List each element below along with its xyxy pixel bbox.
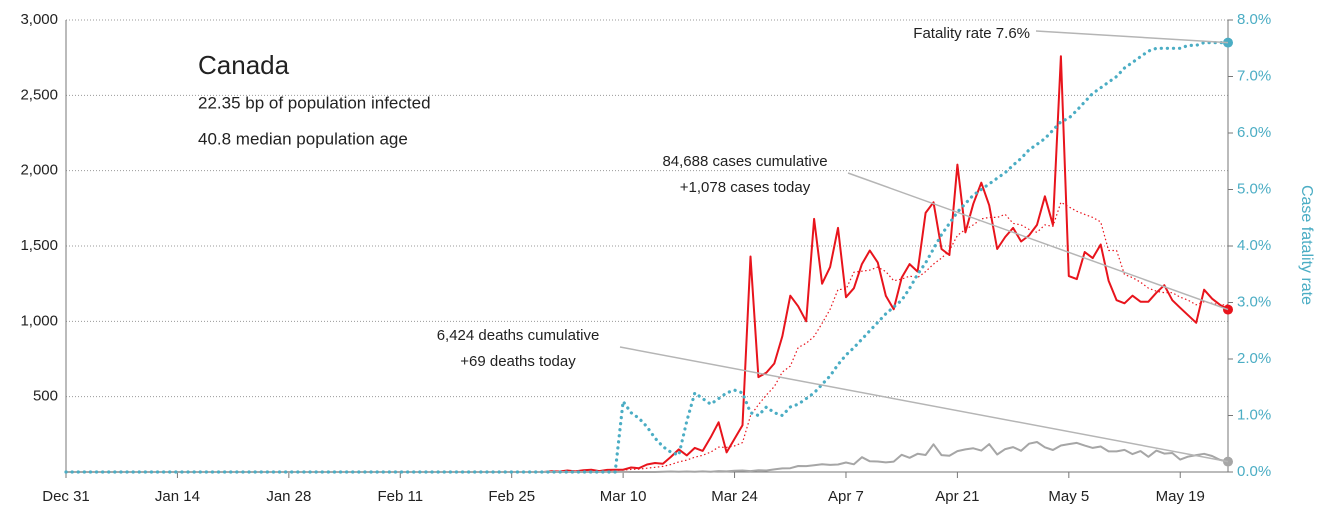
x-tick-label: May 5: [1048, 488, 1089, 505]
y2-tick-label: 4.0%: [1237, 237, 1271, 254]
leader-line: [619, 346, 1229, 463]
x-tick-label: Apr 21: [935, 488, 979, 505]
series-line: [66, 55, 1229, 473]
subtitle: 22.35 bp of population infected: [198, 93, 431, 112]
annotation: +1,078 cases today: [680, 179, 811, 196]
y2-tick-label: 3.0%: [1237, 293, 1271, 310]
y2-tick-label: 8.0%: [1237, 11, 1271, 28]
series-line: [64, 41, 1230, 474]
annotation: Fatality rate 7.6%: [913, 25, 1030, 42]
x-tick-label: Mar 10: [600, 488, 647, 505]
y2-axis-label: Case fatality rate: [1298, 185, 1315, 305]
leader-line: [847, 172, 1229, 311]
y2-tick-label: 1.0%: [1237, 406, 1271, 423]
y2-tick-label: 0.0%: [1237, 463, 1271, 480]
x-tick-label: Feb 25: [488, 488, 535, 505]
y-tick-label: 500: [33, 388, 58, 405]
y-tick-label: 1,000: [20, 312, 58, 329]
y-tick-label: 1,500: [20, 237, 58, 254]
x-tick-label: Mar 24: [711, 488, 758, 505]
x-tick-label: Dec 31: [42, 488, 90, 505]
annotation: 6,424 deaths cumulative: [437, 327, 600, 344]
leader-line: [1035, 30, 1229, 44]
y-tick-label: 3,000: [20, 11, 58, 28]
x-tick-label: May 19: [1156, 488, 1205, 505]
annotation: 84,688 cases cumulative: [662, 153, 827, 170]
x-tick-label: Jan 14: [155, 488, 200, 505]
x-tick-label: Feb 11: [377, 488, 423, 505]
y-tick-label: 2,000: [20, 162, 58, 179]
annotation: +69 deaths today: [460, 353, 576, 370]
x-tick-label: Apr 7: [828, 488, 864, 505]
y-tick-label: 2,500: [20, 86, 58, 103]
y2-tick-label: 7.0%: [1237, 67, 1271, 84]
y2-tick-label: 6.0%: [1237, 124, 1271, 141]
series-line: [66, 441, 1229, 473]
series-line: [66, 201, 1228, 473]
subtitle: 40.8 median population age: [198, 129, 408, 148]
y2-tick-label: 5.0%: [1237, 180, 1271, 197]
x-tick-label: Jan 28: [266, 488, 311, 505]
y2-tick-label: 2.0%: [1237, 350, 1271, 367]
chart-title: Canada: [198, 50, 290, 80]
